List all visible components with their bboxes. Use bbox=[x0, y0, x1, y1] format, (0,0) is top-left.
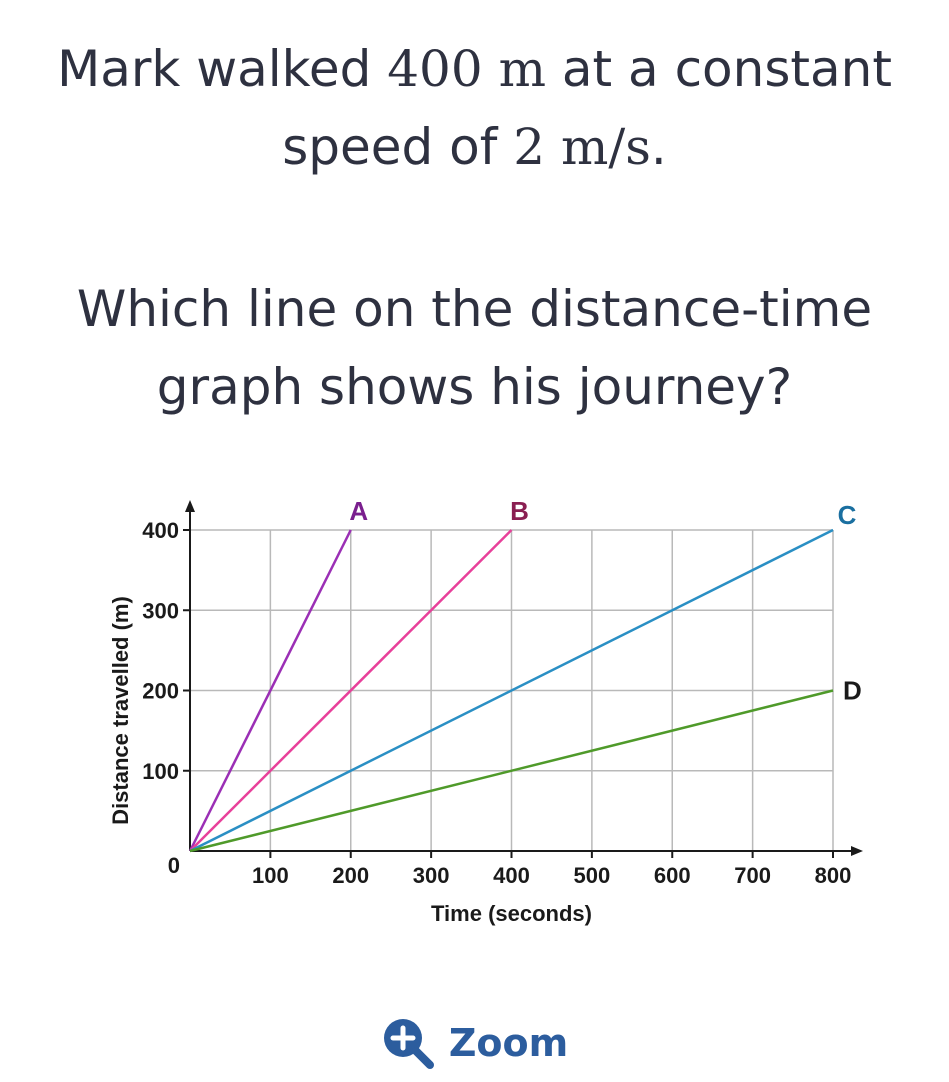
series-line-c bbox=[189, 528, 834, 853]
question-line-1: Mark walked 400 m at a constant bbox=[57, 40, 892, 98]
x-tick-label-700: 700 bbox=[734, 863, 771, 888]
x-tick-label-500: 500 bbox=[574, 863, 611, 888]
x-tick-label-600: 600 bbox=[654, 863, 691, 888]
question-text: Mark walked 400 m at a constant speed of… bbox=[0, 30, 949, 186]
series-line-b bbox=[189, 529, 513, 852]
y-tick-label-200: 200 bbox=[142, 679, 179, 704]
zoom-in-icon bbox=[383, 1019, 434, 1069]
x-tick-label-200: 200 bbox=[332, 863, 369, 888]
series-line-d bbox=[189, 689, 834, 853]
question-line-2: speed of 2 m/s. bbox=[282, 118, 667, 176]
y-tick-label-100: 100 bbox=[142, 759, 179, 784]
zoom-label: Zoom bbox=[448, 1021, 569, 1065]
distance-value: 400 m bbox=[387, 40, 546, 98]
x-tick-label-800: 800 bbox=[815, 863, 852, 888]
question-line-4: graph shows his journey? bbox=[156, 358, 793, 416]
y-axis-title: Distance travelled (m) bbox=[108, 596, 133, 825]
y-tick-label-400: 400 bbox=[142, 518, 179, 543]
origin-label: 0 bbox=[168, 853, 180, 878]
series-label-d: D bbox=[843, 676, 862, 706]
distance-time-chart[interactable]: 100 200 300 400 500 600 700 800 100 200 300 400 0 Tim… bbox=[90, 490, 890, 950]
series-line-a bbox=[188, 529, 352, 852]
y-tick-label-300: 300 bbox=[142, 598, 179, 623]
zoom-button[interactable]: Zoom bbox=[0, 1016, 949, 1070]
series-label-c: C bbox=[838, 500, 857, 530]
y-axis-arrow bbox=[185, 500, 195, 512]
x-axis-arrow bbox=[851, 846, 863, 856]
x-tick-label-100: 100 bbox=[252, 863, 289, 888]
x-axis-title: Time (seconds) bbox=[431, 901, 592, 926]
x-tick-label-400: 400 bbox=[493, 863, 530, 888]
series-label-b: B bbox=[510, 496, 529, 526]
series-label-a: A bbox=[349, 496, 368, 526]
question-line-3: Which line on the distance-time bbox=[76, 280, 873, 338]
question-prompt: Which line on the distance-time graph sh… bbox=[0, 270, 949, 426]
x-tick-label-300: 300 bbox=[413, 863, 450, 888]
speed-value: 2 m/s bbox=[513, 118, 651, 176]
